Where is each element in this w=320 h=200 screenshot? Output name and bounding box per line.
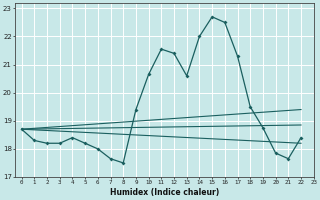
X-axis label: Humidex (Indice chaleur): Humidex (Indice chaleur) bbox=[110, 188, 219, 197]
